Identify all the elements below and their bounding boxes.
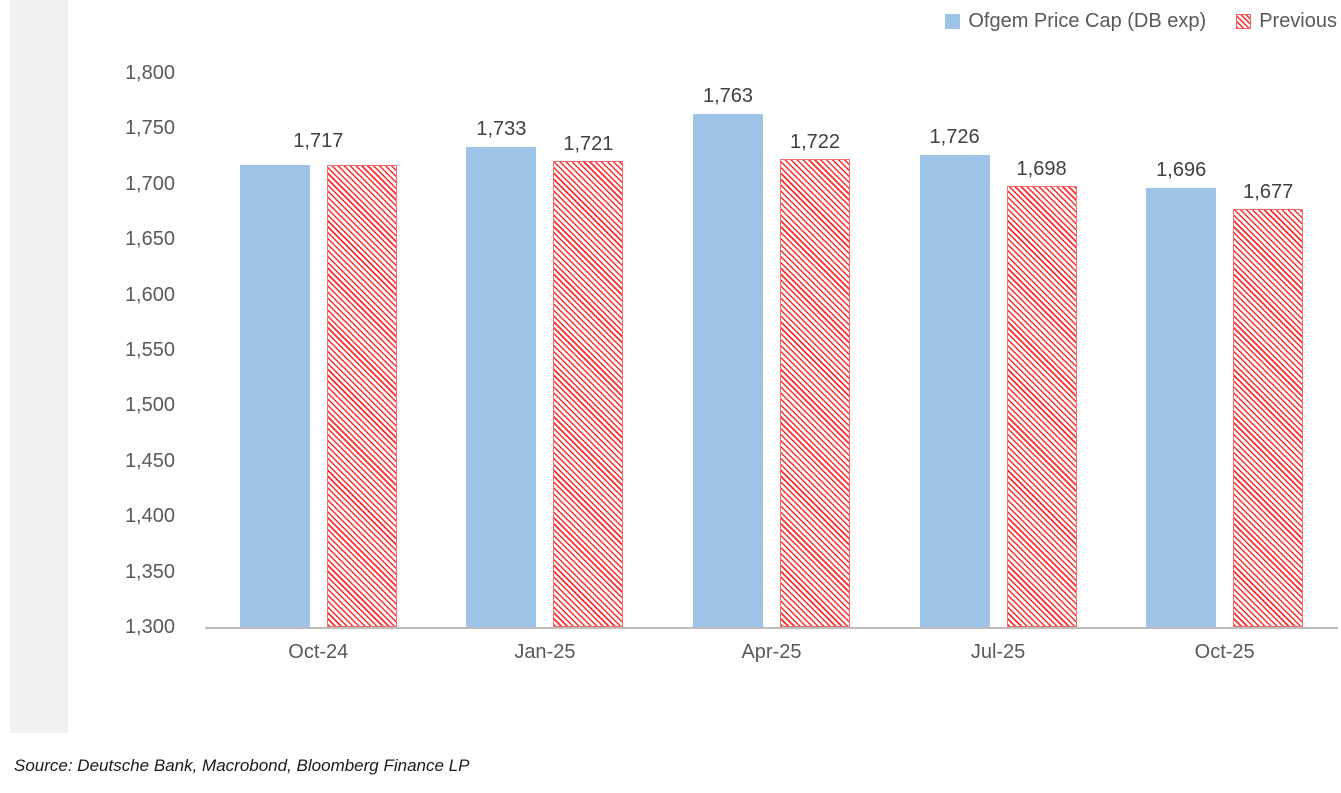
ofgem-price-cap-chart: Ofgem Price Cap (DB exp) Previous 1,300 1,… [70,0,1341,735]
bar-previous-oct-24 [326,164,397,627]
y-tick-label-1-800: 1,800 [124,62,175,84]
plot-area: 1,717 1,733 1,721 1,763 1,722 1,726 1,698 1,696… [205,73,1338,627]
y-tick-label-1-300: 1,300 [124,616,175,638]
bar-group-oct-25: 1,696 1,677 [1111,73,1338,627]
y-tick-label-1-650: 1,650 [124,228,175,251]
page-left-gutter [10,0,68,733]
bar-ofgem-price-cap-db-exp-jul-25: 1,726 [919,126,990,627]
source-note: Source: Deutsche Bank, Macrobond, Bloomb… [14,756,470,775]
y-tick-label-1-750: 1,750 [124,117,175,140]
legend-item-ofgem-price-cap-db-exp: Ofgem Price Cap (DB exp) [945,10,1206,33]
legend-label-ofgem-price-cap-db-exp: Ofgem Price Cap (DB exp) [968,10,1207,32]
chart-legend: Ofgem Price Cap (DB exp) Previous [945,10,1337,33]
y-tick-label-1-550: 1,550 [124,339,175,361]
bar-previous-jul-25: 1,698 [1006,158,1077,627]
bar-ofgem-price-cap-db-exp-oct-24 [239,164,310,627]
bar-group-jan-25: 1,733 1,721 [432,73,659,627]
legend-swatch-ofgem-price-cap-db-exp-icon [945,14,961,29]
y-tick-label-1-400: 1,400 [124,505,175,528]
bar-ofgem-price-cap-db-exp-jan-25: 1,733 [466,118,537,627]
x-tick-label-jan-25: Jan-25 [514,641,576,663]
bar-previous-jan-25: 1,721 [553,133,624,627]
bar-group-apr-25: 1,763 1,722 [658,73,885,627]
bar-ofgem-price-cap-db-exp-oct-25: 1,696 [1146,159,1217,627]
bar-label-previous-apr-25: 1,722 [789,131,841,154]
bar-label-previous-oct-25: 1,677 [1243,181,1294,204]
bar-label-previous-jul-25: 1,698 [1016,158,1067,181]
bar-previous-apr-25: 1,722 [779,131,850,627]
y-tick-label-1-700: 1,700 [124,172,175,195]
legend-label-previous: Previous [1259,10,1337,32]
bar-label-ofgem-price-cap-db-exp-apr-25: 1,763 [702,85,754,107]
x-tick-label-oct-24: Oct-24 [288,641,349,663]
bar-label-ofgem-price-cap-db-exp-jan-25: 1,733 [476,118,527,141]
x-tick-label-oct-25: Oct-25 [1194,641,1255,663]
bar-group-oct-24: 1,717 [205,73,432,627]
x-axis-line [205,627,1338,629]
bar-label-ofgem-price-cap-db-exp-jul-25: 1,726 [929,126,980,148]
bar-previous-oct-25: 1,677 [1233,181,1304,627]
legend-swatch-previous-icon [1236,14,1252,29]
legend-item-previous: Previous [1236,10,1337,33]
bar-group-jul-25: 1,726 1,698 [885,73,1112,627]
bar-label-oct-24: 1,717 [293,129,344,152]
y-tick-label-1-350: 1,350 [124,560,175,583]
bar-label-ofgem-price-cap-db-exp-oct-25: 1,696 [1156,159,1207,182]
x-axis-labels: Oct-24 Jan-25 Apr-25 Jul-25 Oct-25 [205,641,1338,664]
y-tick-label-1-500: 1,500 [124,394,175,417]
x-tick-label-apr-25: Apr-25 [741,641,802,663]
x-tick-label-jul-25: Jul-25 [970,641,1026,663]
bar-ofgem-price-cap-db-exp-apr-25: 1,763 [692,85,763,627]
y-tick-label-1-450: 1,450 [124,449,175,472]
y-tick-label-1-600: 1,600 [124,283,175,306]
bar-label-previous-jan-25: 1,721 [563,132,614,155]
